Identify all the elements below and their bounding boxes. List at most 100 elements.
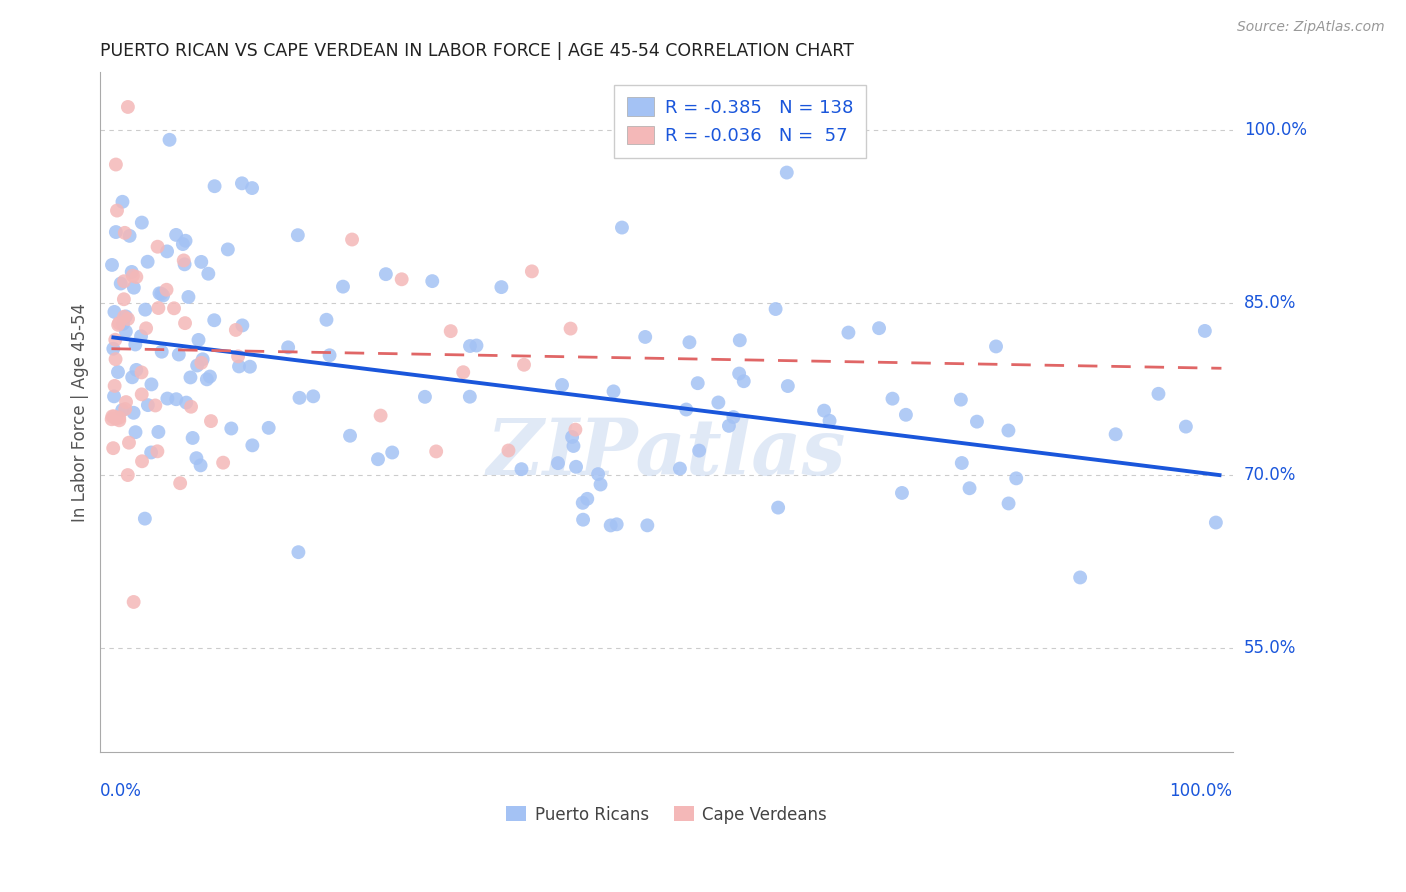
Point [576, 491, 599, 506]
Text: 100.0%: 100.0% [1170, 782, 1233, 800]
Point [225, 323, 247, 337]
Point [425, 444, 447, 458]
Point [340, 233, 363, 247]
Point [190, 255, 212, 269]
Point [136, 254, 159, 268]
Point [728, 333, 751, 347]
Point [107, 318, 129, 332]
Point [1005, 471, 1028, 485]
Point [315, 312, 337, 326]
Point [776, 379, 799, 393]
Point [212, 456, 235, 470]
Point [150, 286, 173, 301]
Point [231, 177, 253, 191]
Point [117, 100, 139, 114]
Point [707, 395, 730, 409]
Point [339, 429, 361, 443]
Point [221, 421, 243, 435]
Point [180, 400, 202, 414]
Point [107, 365, 129, 379]
Point [179, 370, 201, 384]
Point [287, 545, 309, 559]
Point [564, 423, 586, 437]
Point [547, 456, 569, 470]
Point [103, 441, 125, 455]
Point [277, 340, 299, 354]
Point [458, 339, 481, 353]
Point [1147, 386, 1170, 401]
Text: ZIPatlas: ZIPatlas [486, 415, 846, 491]
Point [131, 216, 153, 230]
Point [114, 226, 136, 240]
Point [818, 414, 841, 428]
Point [197, 267, 219, 281]
Point [997, 496, 1019, 510]
Point [491, 280, 513, 294]
Point [156, 244, 179, 259]
Point [108, 316, 131, 330]
Point [891, 486, 914, 500]
Point [122, 281, 145, 295]
Text: 85.0%: 85.0% [1244, 293, 1296, 311]
Point [367, 452, 389, 467]
Point [498, 443, 520, 458]
Point [678, 335, 700, 350]
Point [571, 496, 593, 510]
Point [723, 410, 745, 425]
Text: Source: ZipAtlas.com: Source: ZipAtlas.com [1237, 20, 1385, 34]
Point [966, 415, 988, 429]
Point [733, 374, 755, 388]
Point [1069, 570, 1091, 584]
Point [190, 458, 212, 473]
Point [868, 321, 890, 335]
Point [728, 367, 751, 381]
Point [195, 372, 218, 386]
Point [156, 392, 179, 406]
Point [115, 395, 138, 409]
Point [104, 225, 127, 239]
Point [101, 258, 124, 272]
Point [374, 267, 396, 281]
Point [894, 408, 917, 422]
Point [131, 365, 153, 379]
Point [141, 445, 163, 459]
Point [950, 456, 973, 470]
Point [959, 481, 981, 495]
Point [198, 369, 221, 384]
Point [174, 395, 197, 409]
Point [513, 358, 536, 372]
Point [108, 413, 131, 427]
Point [167, 347, 190, 361]
Point [169, 476, 191, 491]
Point [103, 389, 125, 403]
Point [465, 338, 488, 352]
Point [104, 352, 127, 367]
Point [159, 133, 181, 147]
Point [231, 318, 253, 333]
Point [391, 272, 413, 286]
Point [813, 403, 835, 417]
Text: PUERTO RICAN VS CAPE VERDEAN IN LABOR FORCE | AGE 45-54 CORRELATION CHART: PUERTO RICAN VS CAPE VERDEAN IN LABOR FO… [100, 42, 855, 60]
Point [240, 181, 263, 195]
Point [217, 243, 239, 257]
Point [520, 264, 543, 278]
Point [451, 365, 474, 379]
Point [599, 518, 621, 533]
Point [186, 451, 208, 466]
Point [114, 325, 136, 339]
Point [602, 384, 624, 399]
Point [997, 424, 1019, 438]
Point [136, 398, 159, 412]
Point [675, 402, 697, 417]
Point [134, 302, 156, 317]
Point [636, 518, 658, 533]
Text: 0.0%: 0.0% [100, 782, 142, 800]
Point [117, 468, 139, 483]
Point [117, 312, 139, 326]
Point [141, 377, 163, 392]
Point [122, 595, 145, 609]
Point [510, 462, 533, 476]
Point [190, 356, 212, 370]
Point [717, 418, 740, 433]
Point [110, 277, 132, 291]
